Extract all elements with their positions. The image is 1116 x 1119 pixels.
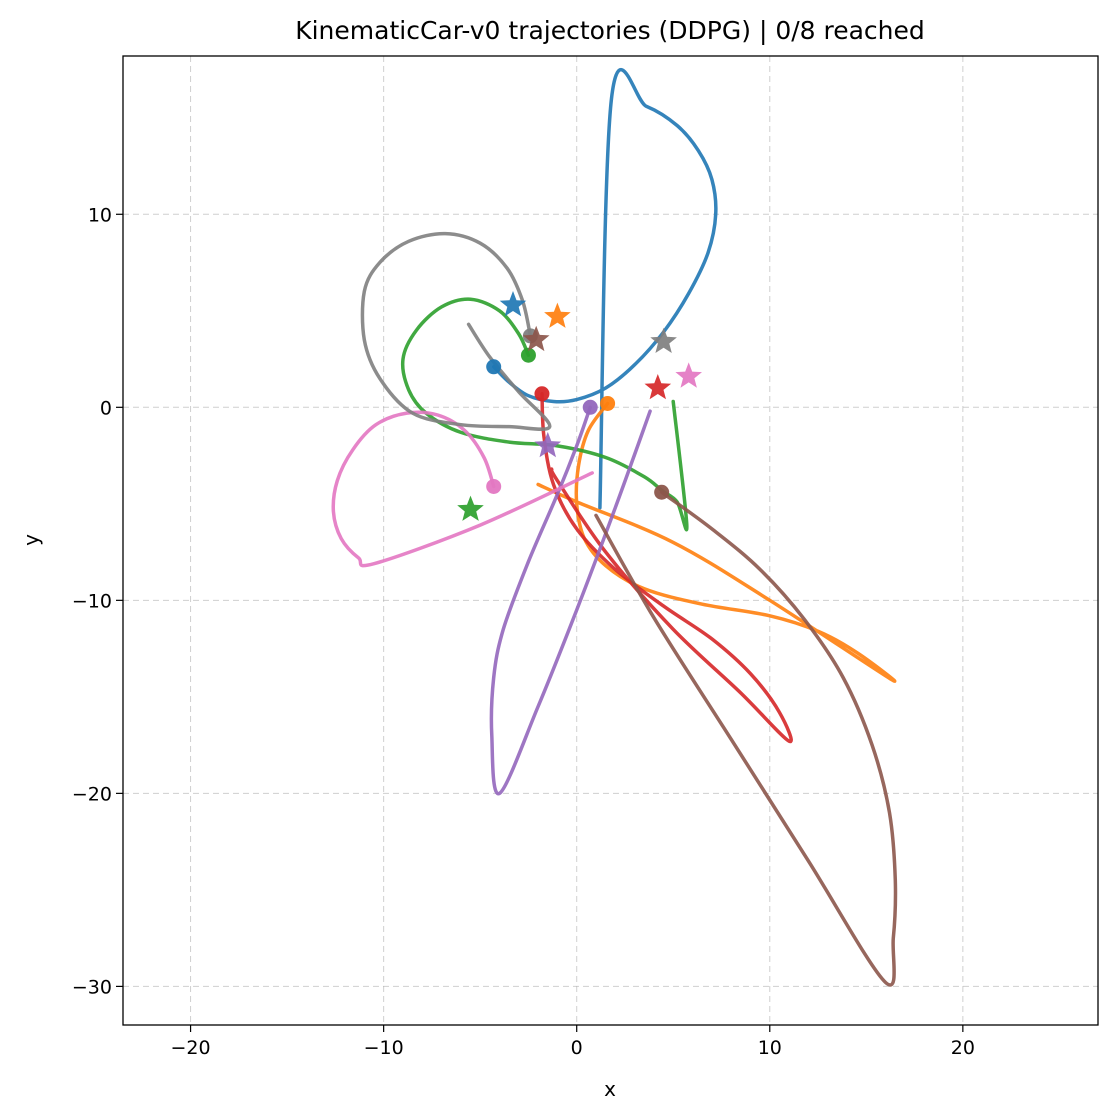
trajectory-line-8 [360, 231, 552, 431]
chart-title: KinematicCar-v0 trajectories (DDPG) | 0/… [295, 16, 925, 45]
y-axis-label: y [19, 534, 43, 546]
goal-star-6 [522, 325, 550, 352]
start-point-4 [534, 386, 550, 402]
x-tick-label: −20 [171, 1037, 211, 1059]
goal-star-7 [675, 362, 702, 388]
goal-star-4 [644, 374, 672, 400]
trajectory-line-2 [536, 401, 897, 683]
goal-star-8 [650, 327, 677, 353]
y-tick-label: 10 [88, 204, 112, 226]
start-point-1 [486, 359, 502, 375]
x-tick-label: 0 [571, 1037, 583, 1059]
x-tick-label: −10 [364, 1037, 404, 1059]
start-point-5 [582, 399, 598, 415]
x-axis-label: x [604, 1077, 616, 1101]
trajectory-line-6 [594, 490, 898, 987]
start-point-6 [654, 484, 670, 500]
goal-star-2 [544, 302, 571, 328]
plot-frame [122, 55, 1099, 1026]
y-tick-label: −30 [72, 976, 112, 998]
trajectory-lines [331, 67, 898, 987]
x-tick-label: 20 [951, 1037, 975, 1059]
trajectory-line-1 [491, 67, 718, 510]
y-tick-label: −10 [72, 590, 112, 612]
x-tick-label: 10 [758, 1037, 782, 1059]
start-point-2 [600, 395, 616, 411]
trajectory-line-4 [540, 392, 793, 744]
grid-lines [123, 56, 1098, 1025]
markers [457, 291, 702, 521]
goal-star-1 [499, 291, 527, 317]
trajectory-line-3 [400, 297, 689, 532]
y-tick-label: −20 [72, 783, 112, 805]
start-point-7 [486, 478, 502, 494]
y-tick-label: 0 [100, 397, 112, 419]
goal-star-3 [457, 495, 484, 521]
axis-ticks: −20 −10 0 10 20 −30 −20 −10 0 10 [72, 204, 975, 1059]
trajectory-line-5 [489, 405, 652, 796]
goal-star-5 [534, 431, 562, 458]
start-point-3 [520, 347, 536, 363]
